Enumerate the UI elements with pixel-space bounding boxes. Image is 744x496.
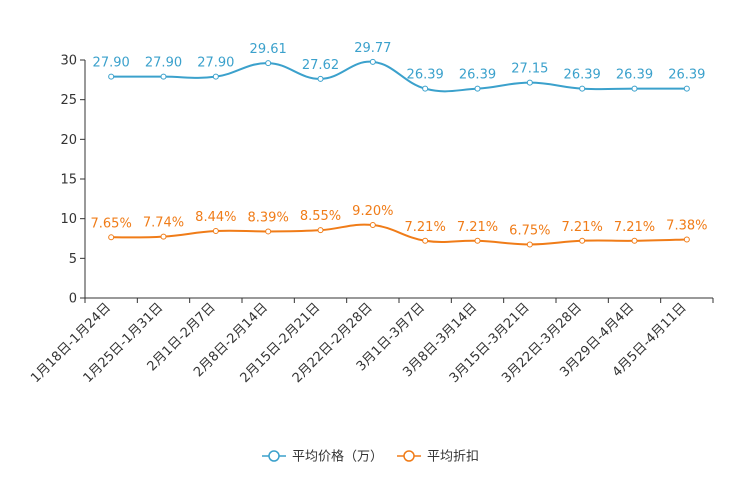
data-label: 27.15 <box>511 62 548 77</box>
y-tick-label: 0 <box>69 292 77 307</box>
data-point[interactable] <box>160 73 167 80</box>
legend-label: 平均价格（万） <box>292 449 383 465</box>
data-point[interactable] <box>212 73 219 80</box>
y-axis: 0 5 10 15 20 25 30 <box>60 54 86 307</box>
data-point[interactable] <box>631 85 638 92</box>
legend[interactable]: 平均价格（万） 平均折扣 <box>262 449 479 465</box>
data-label: 26.39 <box>459 68 496 83</box>
data-label: 7.21% <box>405 220 446 235</box>
data-point[interactable] <box>579 85 586 92</box>
data-point[interactable] <box>631 237 638 244</box>
data-point[interactable] <box>317 75 324 82</box>
data-label: 26.39 <box>616 68 653 83</box>
series-1: 7.65% 7.74% 8.44% 8.39% 8.55% 9.20% 7.21% 7.21%… <box>91 204 707 248</box>
y-tick-label: 15 <box>60 173 77 188</box>
data-point[interactable] <box>422 237 429 244</box>
data-point[interactable] <box>526 79 533 86</box>
data-label: 7.65% <box>91 216 132 231</box>
data-point[interactable] <box>474 85 481 92</box>
data-point[interactable] <box>265 60 272 67</box>
data-label: 26.39 <box>668 68 705 83</box>
data-label: 27.90 <box>93 56 130 71</box>
data-point[interactable] <box>579 237 586 244</box>
data-label: 8.44% <box>195 210 236 225</box>
series-layer: 27.90 27.90 27.90 29.61 27.62 29.77 26.39 26.39… <box>91 41 707 248</box>
data-point[interactable] <box>369 58 376 65</box>
y-tick-label: 10 <box>60 212 77 227</box>
data-label: 8.55% <box>300 209 341 224</box>
data-label: 26.39 <box>564 68 601 83</box>
data-label: 29.61 <box>250 42 287 57</box>
data-point[interactable] <box>683 85 690 92</box>
data-label: 27.62 <box>302 58 339 73</box>
y-tick-label: 5 <box>69 252 77 267</box>
x-axis: 1月18日-1月24日1月25日-1月31日2月1日-2月7日2月8日-2月14… <box>28 297 714 386</box>
legend-item-1[interactable]: 平均折扣 <box>397 450 479 465</box>
data-point[interactable] <box>212 228 219 235</box>
series-0: 27.90 27.90 27.90 29.61 27.62 29.77 26.39 26.39… <box>93 41 705 93</box>
data-point[interactable] <box>317 227 324 234</box>
legend-item-0[interactable]: 平均价格（万） <box>262 449 383 465</box>
legend-marker-icon <box>268 450 280 462</box>
data-point[interactable] <box>369 222 376 229</box>
data-point[interactable] <box>526 241 533 248</box>
legend-marker-icon <box>403 450 415 462</box>
y-tick-label: 25 <box>60 93 77 108</box>
data-point[interactable] <box>683 236 690 243</box>
series-line <box>111 60 687 93</box>
data-point[interactable] <box>474 237 481 244</box>
data-point[interactable] <box>265 228 272 235</box>
data-point[interactable] <box>108 234 115 241</box>
y-tick-label: 20 <box>60 133 77 148</box>
data-label: 7.74% <box>143 216 184 231</box>
data-label: 7.38% <box>666 218 707 233</box>
data-point[interactable] <box>422 85 429 92</box>
y-tick-label: 30 <box>60 54 77 69</box>
data-label: 8.39% <box>248 210 289 225</box>
data-label: 29.77 <box>354 41 391 56</box>
data-point[interactable] <box>160 233 167 240</box>
data-label: 27.90 <box>197 56 234 71</box>
data-label: 9.20% <box>352 204 393 219</box>
data-label: 7.21% <box>562 220 603 235</box>
series-line <box>111 223 687 246</box>
data-point[interactable] <box>108 73 115 80</box>
data-label: 7.21% <box>614 220 655 235</box>
legend-label: 平均折扣 <box>427 450 479 465</box>
data-label: 6.75% <box>509 223 550 238</box>
data-label: 27.90 <box>145 56 182 71</box>
data-label: 7.21% <box>457 220 498 235</box>
data-label: 26.39 <box>407 68 444 83</box>
